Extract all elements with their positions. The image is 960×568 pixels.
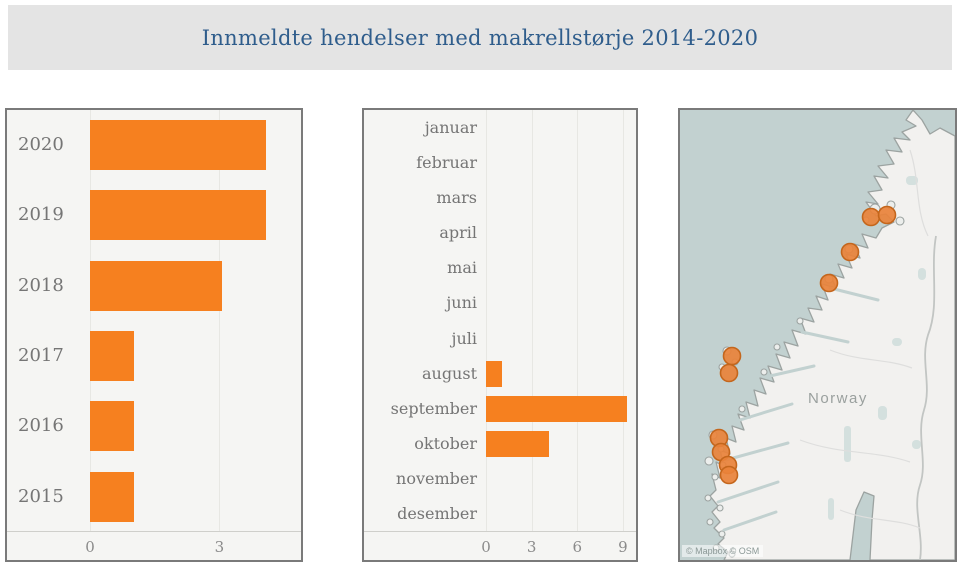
category-label: oktober xyxy=(414,434,477,454)
plot-cell xyxy=(486,427,636,462)
map-marker[interactable] xyxy=(722,346,742,366)
axis-tick-label: 3 xyxy=(526,538,537,556)
plot-cell xyxy=(90,391,301,461)
category-label: august xyxy=(421,363,477,383)
map-attribution: © Mapbox © OSM xyxy=(682,545,764,557)
bar-2017[interactable] xyxy=(90,331,134,382)
chart-row: mai xyxy=(364,251,636,286)
plot-cell xyxy=(486,216,636,251)
plot-cell xyxy=(486,145,636,180)
chart-row: 2020 xyxy=(7,110,301,180)
plot-cell xyxy=(90,321,301,391)
map-markers xyxy=(709,205,897,485)
chart-row: juli xyxy=(364,321,636,356)
chart-row: desember xyxy=(364,497,636,532)
chart-row: januar xyxy=(364,110,636,145)
chart-area: januar februar mars april mai juni juli august s… xyxy=(364,110,636,560)
category-label: 2020 xyxy=(18,134,64,156)
plot-cell xyxy=(486,462,636,497)
map-marker[interactable] xyxy=(877,205,897,225)
category-label: mai xyxy=(447,258,477,278)
x-axis-line xyxy=(364,531,636,532)
chart-row: 2016 xyxy=(7,391,301,461)
map-region-label: Norway xyxy=(808,390,868,407)
chart-row: juni xyxy=(364,286,636,321)
bar-oktober[interactable] xyxy=(486,431,549,458)
lakes xyxy=(828,176,926,520)
chart-row: oktober xyxy=(364,427,636,462)
chart-incidents-by-month: januar februar mars april mai juni juli august s… xyxy=(362,108,638,562)
bar-2019[interactable] xyxy=(90,190,266,241)
category-label: 2017 xyxy=(18,345,64,367)
plot-cell xyxy=(486,251,636,286)
category-label: 2016 xyxy=(18,415,64,437)
bar-2020[interactable] xyxy=(90,120,266,171)
category-label: juni xyxy=(446,293,477,313)
chart-row: februar xyxy=(364,145,636,180)
axis-tick-label: 0 xyxy=(481,538,491,556)
x-axis-ticks: 0 3 6 9 xyxy=(481,534,632,560)
plot-cell xyxy=(486,321,636,356)
map-incident-locations[interactable]: Norway © Mapbox © OSM xyxy=(678,108,957,562)
axis-tick-label: 6 xyxy=(572,538,583,556)
category-label: 2018 xyxy=(18,274,64,296)
plot-cell xyxy=(90,110,301,180)
axis-tick-label: 3 xyxy=(214,538,225,556)
category-label: mars xyxy=(436,187,477,207)
category-label: desember xyxy=(397,504,477,524)
category-label: april xyxy=(439,223,477,243)
x-axis-line xyxy=(7,531,301,532)
plot-cell xyxy=(486,286,636,321)
chart-rows: januar februar mars april mai juni juli august s… xyxy=(364,110,636,532)
map-marker[interactable] xyxy=(719,363,739,383)
bar-september[interactable] xyxy=(486,395,627,422)
category-label: november xyxy=(396,469,477,489)
plot-cell xyxy=(90,251,301,321)
page-title: Innmeldte hendelser med makrellstørje 20… xyxy=(201,25,759,50)
plot-cell xyxy=(90,462,301,532)
plot-cell xyxy=(486,497,636,532)
plot-cell xyxy=(486,180,636,215)
chart-row: 2017 xyxy=(7,321,301,391)
title-banner: Innmeldte hendelser med makrellstørje 20… xyxy=(8,5,952,70)
category-label: 2019 xyxy=(18,204,64,226)
bar-august[interactable] xyxy=(486,360,502,387)
chart-row: april xyxy=(364,216,636,251)
map-marker[interactable] xyxy=(719,465,739,485)
chart-row: august xyxy=(364,356,636,391)
plot-cell xyxy=(486,110,636,145)
fjords xyxy=(716,286,880,532)
chart-row: november xyxy=(364,462,636,497)
chart-row: 2019 xyxy=(7,180,301,250)
admin-borders xyxy=(799,149,937,560)
chart-row: september xyxy=(364,391,636,426)
category-label: september xyxy=(390,398,477,418)
bar-2015[interactable] xyxy=(90,471,134,522)
category-label: januar xyxy=(424,117,477,137)
axis-tick-label: 0 xyxy=(85,538,95,556)
plot-cell xyxy=(486,391,636,426)
plot-cell xyxy=(90,180,301,250)
category-label: februar xyxy=(416,152,477,172)
chart-row: 2018 xyxy=(7,251,301,321)
axis-tick-label: 9 xyxy=(618,538,628,556)
chart-rows: 2020 2019 2018 2017 2016 2015 xyxy=(7,110,301,532)
norway-map: Norway xyxy=(704,110,955,560)
plot-cell xyxy=(486,356,636,391)
map-marker[interactable] xyxy=(819,273,839,293)
category-label: juli xyxy=(451,328,478,348)
bar-2016[interactable] xyxy=(90,401,134,452)
map-marker[interactable] xyxy=(840,242,860,262)
category-label: 2015 xyxy=(18,485,64,507)
chart-row: 2015 xyxy=(7,462,301,532)
map-marker[interactable] xyxy=(861,207,881,227)
chart-row: mars xyxy=(364,180,636,215)
bar-2018[interactable] xyxy=(90,260,222,311)
